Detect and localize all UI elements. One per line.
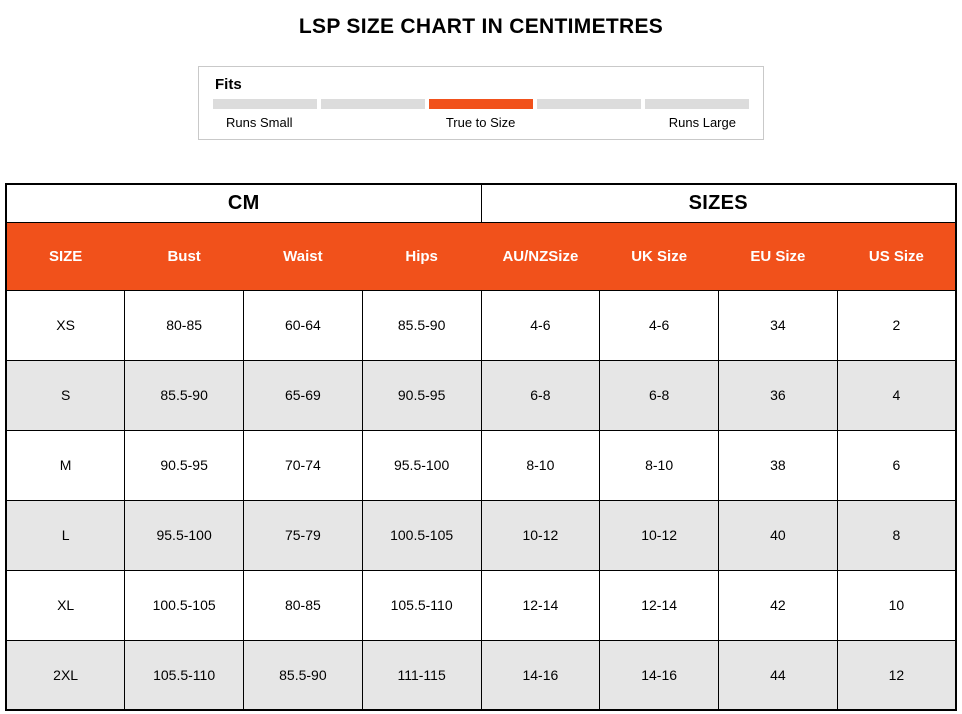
table-cell: 4-6 [599,289,719,361]
table-cell: 10-12 [599,499,719,571]
table-cell: 14-16 [599,639,719,711]
fit-active-segment [429,99,533,110]
table-cell: 85.5-90 [361,289,482,361]
size-chart-table: CM SIZES SIZE Bust Waist Hips AU/NZSize UK Si… [5,183,957,712]
table-cell: 40 [718,499,838,571]
table-cell: 105.5-110 [124,639,244,711]
fit-scale-runs-large: Runs Large [668,115,736,131]
table-cell: 80-85 [243,569,363,641]
page-title: LSP SIZE CHART IN CENTIMETRES [298,15,664,38]
size-label-cell: S [5,359,126,431]
fit-segment [645,99,749,110]
table-cell: 10 [836,569,957,641]
table-cell: 2 [836,289,957,361]
size-chart-page: LSP SIZE CHART IN CENTIMETRES Fits Runs … [0,15,962,712]
table-cell: 95.5-100 [361,429,482,501]
column-header-waist: Waist [243,221,363,291]
table-cell: 34 [718,289,838,361]
table-row: 2XL 105.5-110 85.5-90 111-115 14-16 14-16 44 12 [5,639,957,711]
table-cell: 6-8 [480,359,601,431]
fit-scale-true-to-size: True to Size [445,115,516,131]
column-header-bust: Bust [124,221,244,291]
table-cell: 6-8 [599,359,719,431]
column-header-size: SIZE [5,221,126,291]
table-cell: 60-64 [243,289,363,361]
table-cell: 85.5-90 [243,639,363,711]
column-header-uk-size: UK Size [599,221,719,291]
table-cell: 12-14 [480,569,601,641]
table-cell: 44 [718,639,838,711]
table-cell: 8-10 [480,429,601,501]
table-cell: 100.5-105 [361,499,482,571]
table-row: S 85.5-90 65-69 90.5-95 6-8 6-8 36 4 [5,359,957,431]
table-cell: 90.5-95 [361,359,482,431]
fit-scale-labels: Runs Small True to Size Runs Large [213,115,749,130]
column-header-au-nzsize: AU/NZSize [480,221,601,291]
size-label-cell: M [5,429,126,501]
fit-segment [321,99,425,110]
fit-indicator: Fits Runs Small True to Size Runs Large [198,66,764,141]
fit-scale-bar [213,99,749,110]
table-cell: 36 [718,359,838,431]
table-cell: 10-12 [480,499,601,571]
fit-scale-runs-small: Runs Small [226,115,293,131]
table-cell: 75-79 [243,499,363,571]
table-cell: 80-85 [124,289,244,361]
table-cell: 65-69 [243,359,363,431]
table-cell: 42 [718,569,838,641]
table-cell: 85.5-90 [124,359,244,431]
table-cell: 4-6 [480,289,601,361]
fit-segment [213,99,317,110]
size-label-cell: XL [5,569,126,641]
group-header-cm: CM [5,183,482,223]
group-header-sizes: SIZES [480,183,957,223]
table-cell: 12 [836,639,957,711]
size-label-cell: 2XL [5,639,126,711]
unit-group-header-row: CM SIZES [5,183,957,223]
table-cell: 14-16 [480,639,601,711]
table-cell: 6 [836,429,957,501]
table-cell: 100.5-105 [124,569,244,641]
fit-indicator-label: Fits [215,76,242,93]
fit-segment [537,99,641,110]
table-cell: 8-10 [599,429,719,501]
column-header-hips: Hips [361,221,482,291]
table-cell: 70-74 [243,429,363,501]
column-header-us-size: US Size [836,221,957,291]
table-cell: 4 [836,359,957,431]
table-row: XL 100.5-105 80-85 105.5-110 12-14 12-14 42 10 [5,569,957,641]
table-cell: 38 [718,429,838,501]
table-cell: 105.5-110 [361,569,482,641]
table-row: L 95.5-100 75-79 100.5-105 10-12 10-12 40 8 [5,499,957,571]
table-cell: 111-115 [361,639,482,711]
size-label-cell: XS [5,289,126,361]
table-cell: 90.5-95 [124,429,244,501]
table-cell: 12-14 [599,569,719,641]
table-row: M 90.5-95 70-74 95.5-100 8-10 8-10 38 6 [5,429,957,501]
table-cell: 8 [836,499,957,571]
table-row: XS 80-85 60-64 85.5-90 4-6 4-6 34 2 [5,289,957,361]
column-header-eu-size: EU Size [718,221,838,291]
table-cell: 95.5-100 [124,499,244,571]
column-header-row: SIZE Bust Waist Hips AU/NZSize UK Size EU Size… [5,221,957,291]
size-label-cell: L [5,499,126,571]
